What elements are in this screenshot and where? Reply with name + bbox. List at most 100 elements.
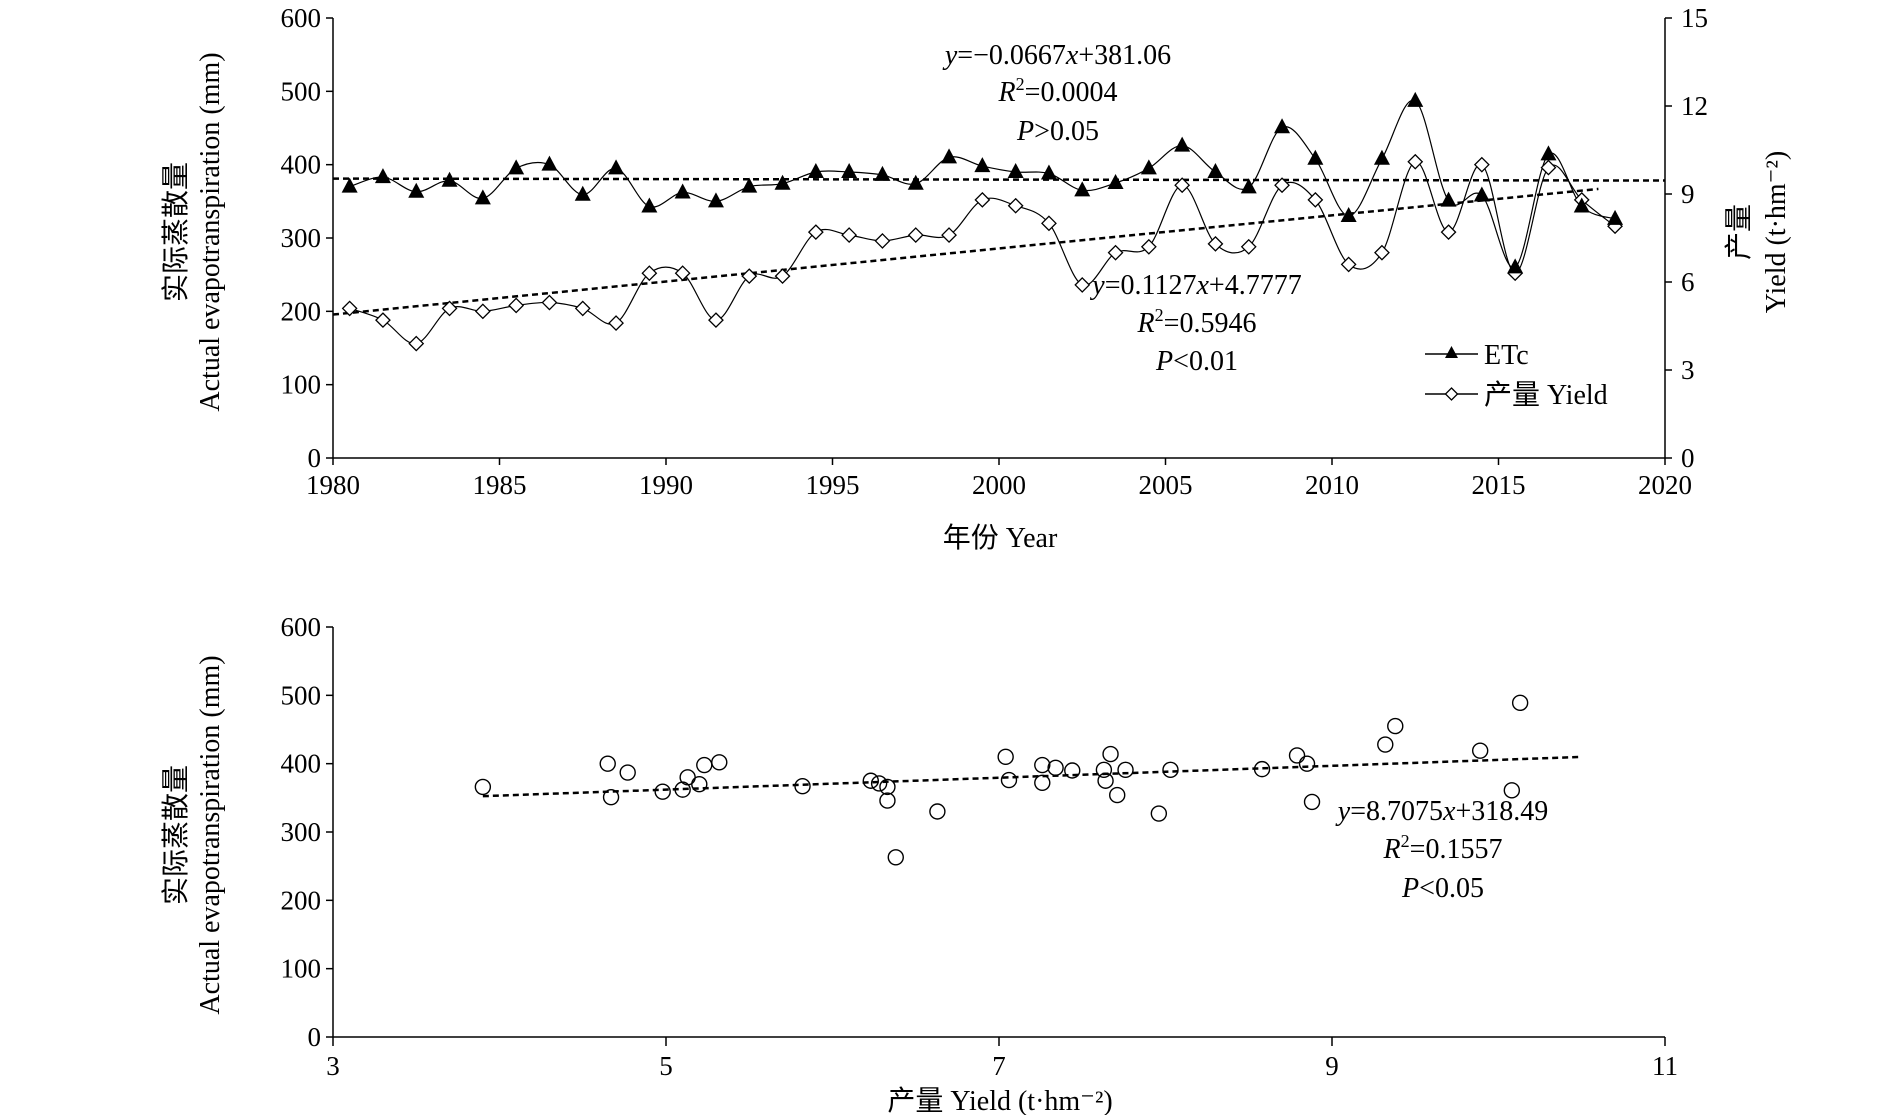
etc-point: [608, 159, 625, 175]
top-left-y-tick-label: 400: [281, 150, 322, 180]
top-x-tick-label: 1985: [473, 470, 527, 500]
yield-equation: y=0.1127x+4.7777: [1089, 270, 1301, 301]
top-x-tick-label: 2010: [1305, 470, 1359, 500]
top-trend-lines: [332, 177, 1666, 316]
top-right-y-tick-label: 9: [1681, 179, 1695, 209]
scatter-point: [1503, 782, 1521, 799]
bottom-y-axis-label-en: Actual evapotranspiration (mm): [195, 655, 226, 1014]
etc-point: [1473, 186, 1490, 202]
yield-point: [541, 294, 558, 311]
yield-point: [1540, 159, 1557, 176]
yield-point: [1407, 153, 1424, 170]
top-x-tick-label: 1980: [306, 470, 360, 500]
yield-point: [1174, 177, 1191, 194]
yield-point: [907, 227, 924, 243]
etc-point: [707, 192, 724, 208]
etc-r-squared: R2=0.0004: [998, 74, 1118, 108]
scatter-point: [602, 788, 620, 806]
scatter-point: [1095, 761, 1113, 779]
bottom-y-tick-label: 200: [281, 885, 322, 915]
legend-item-yield: 产量 Yield: [1425, 379, 1608, 411]
yield-point: [1107, 244, 1124, 261]
bottom-y-tick-label: 600: [281, 612, 322, 642]
scatter-point: [1047, 759, 1064, 776]
yield-point: [774, 268, 791, 285]
scatter-point: [997, 748, 1014, 766]
top-right-y-tick-label: 3: [1681, 355, 1695, 385]
yield-point: [1041, 215, 1057, 232]
yield-point: [1074, 277, 1091, 293]
yield-point: [441, 300, 458, 317]
yield-point: [1473, 156, 1490, 173]
scatter-point: [654, 783, 671, 800]
bottom-x-tick-labels: 3 5 7 9 11: [326, 1051, 1678, 1081]
yield-point: [674, 265, 691, 282]
yield-point: [1240, 238, 1257, 255]
scatter-point: [879, 778, 896, 796]
etc-point: [874, 165, 891, 181]
yield-point: [974, 191, 991, 208]
scatter-point: [619, 764, 636, 781]
scatter-point: [1162, 761, 1179, 779]
top-x-tick-label: 1995: [806, 470, 860, 500]
etc-point: [341, 177, 358, 193]
etc-point: [1274, 118, 1291, 134]
yield-point: [641, 265, 658, 282]
etc-point: [408, 182, 425, 198]
etc-point: [1107, 174, 1124, 189]
top-right-y-tick-label: 6: [1681, 267, 1695, 297]
top-y2-axis-label-cn: 产量: [1723, 204, 1755, 260]
top-left-y-tick-label: 200: [281, 296, 322, 326]
bottom-x-tick-label: 9: [1325, 1051, 1339, 1081]
bottom-y-tick-label: 500: [281, 680, 322, 710]
etc-point: [907, 174, 924, 190]
scatter-r-squared: R2=0.1557: [1383, 831, 1503, 865]
top-y2-axis-label-en: Yield (t·hm⁻²): [1761, 151, 1792, 313]
etc-point: [1407, 91, 1424, 107]
etc-regression-annotation: y=−0.0667x+381.06 R2=0.0004 P>0.05: [942, 40, 1171, 147]
etc-point: [641, 197, 658, 213]
scatter-regression-annotation: y=8.7075x+318.49 R2=0.1557 P<0.05: [1335, 796, 1548, 904]
yield-point: [741, 268, 758, 285]
legend-yield-marker: [1444, 387, 1459, 401]
legend-item-etc: ETc: [1425, 340, 1529, 371]
bottom-x-axis-label: 产量 Yield (t·hm⁻²): [887, 1085, 1112, 1115]
etc-point: [574, 185, 591, 201]
scatter-point: [1150, 805, 1168, 822]
yield-point: [1340, 256, 1357, 273]
scatter-point: [1117, 761, 1134, 779]
bottom-axes: [326, 626, 1666, 1046]
etc-trend-line: [332, 177, 1666, 182]
top-right-y-tick-label: 15: [1681, 3, 1708, 33]
etc-point: [1607, 209, 1624, 225]
top-x-tick-labels: 1980 1985 1990 1995 2000 2005 2010 2015 2020: [306, 470, 1692, 500]
scatter-trend-line: [482, 755, 1582, 798]
etc-point: [807, 163, 824, 178]
etc-point: [1240, 178, 1257, 194]
bottom-y-tick-label: 300: [281, 817, 322, 847]
top-left-y-tick-labels: 0 100 200 300 400 500 600: [281, 3, 322, 473]
etc-point: [441, 171, 458, 187]
etc-point: [741, 177, 758, 193]
top-x-tick-label: 2015: [1472, 470, 1526, 500]
etc-point: [541, 155, 558, 171]
etc-point: [1207, 163, 1224, 178]
legend-yield-label: 产量 Yield: [1484, 379, 1608, 411]
yield-point: [1140, 238, 1157, 255]
bottom-y-tick-label: 0: [308, 1022, 322, 1052]
scatter-point: [711, 754, 728, 771]
yield-point: [1307, 191, 1324, 208]
scatter-point: [1034, 774, 1051, 791]
top-y-axis-label-en: Actual evapotranspiration (mm): [195, 52, 226, 411]
bottom-trend-line: [482, 755, 1582, 798]
yield-point: [1007, 197, 1024, 214]
yield-point: [474, 303, 491, 320]
top-x-tick-label: 2020: [1638, 470, 1692, 500]
yield-series-line: [349, 161, 1616, 345]
top-left-y-tick-label: 100: [281, 370, 322, 400]
top-left-y-tick-label: 0: [308, 443, 322, 473]
etc-point: [941, 148, 958, 164]
yield-point: [608, 315, 624, 331]
yield-p-value: P<0.01: [1155, 346, 1238, 377]
yield-point: [1374, 244, 1390, 261]
